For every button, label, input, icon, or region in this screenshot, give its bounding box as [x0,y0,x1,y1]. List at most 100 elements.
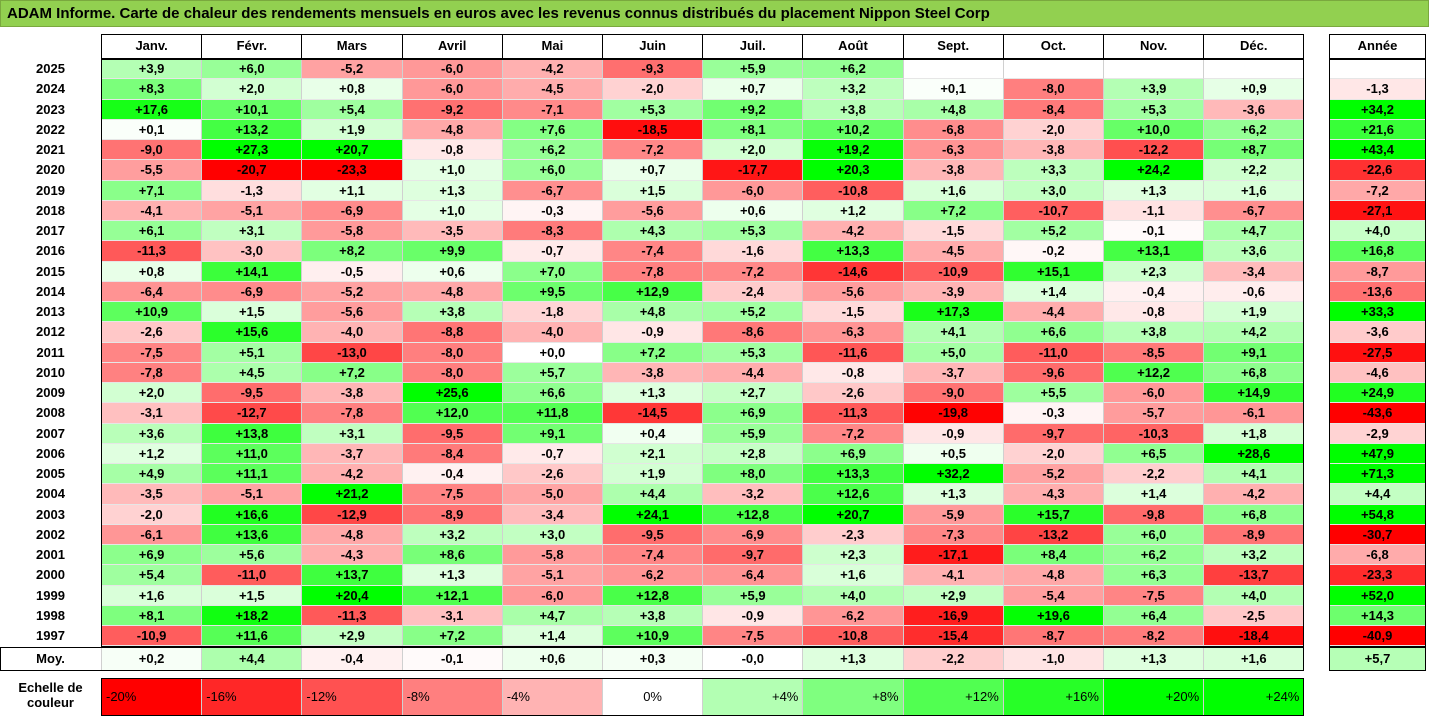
heatmap-cell: -6,2 [802,605,903,626]
heatmap-cell: +0,1 [902,79,1003,100]
heatmap-cell: +8,7 [1203,140,1304,161]
heatmap-cell: +4,0 [802,585,903,606]
heatmap-cell: -4,8 [1002,565,1103,586]
annual-cell: -13,6 [1329,281,1426,302]
heatmap-cell: -2,6 [802,383,903,404]
annual-cell: +21,6 [1329,119,1426,140]
heatmap-cell: +1,5 [201,302,302,323]
heatmap-cell: +20,3 [802,160,903,181]
heatmap-cell: -11,0 [201,565,302,586]
heatmap-cell: -7,4 [602,241,703,262]
heatmap-cell: +5,4 [301,99,402,120]
heatmap-cell: +2,3 [802,545,903,566]
heatmap-cell: +27,3 [201,140,302,161]
heatmap-cell: +11,1 [201,464,302,485]
heatmap-cell: -8,0 [1002,79,1103,100]
annual-cell: -27,1 [1329,200,1426,221]
average-cell: -0,4 [301,647,402,671]
heatmap-cell: -10,8 [802,180,903,201]
annual-cell: -8,7 [1329,261,1426,282]
heatmap-cell: +4,2 [1203,322,1304,343]
heatmap-cell: -23,3 [301,160,402,181]
heatmap-cell: +0,6 [401,261,502,282]
year-label: 2005 [36,466,65,481]
heatmap-cell: +5,3 [1103,99,1204,120]
month-header: Oct. [1002,34,1103,59]
heatmap-cell: +1,6 [902,180,1003,201]
heatmap-cell: -6,4 [702,565,803,586]
heatmap-cell: -11,0 [1002,342,1103,363]
year-label: 2012 [36,324,65,340]
heatmap-cell: +15,7 [1002,504,1103,525]
heatmap-cell: -3,1 [401,605,502,626]
heatmap-cell: -2,0 [1002,119,1103,140]
heatmap-cell: +13,3 [802,241,903,262]
heatmap-cell: -3,8 [902,160,1003,181]
heatmap-cell: +1,6 [802,565,903,586]
heatmap-cell: +5,5 [1002,383,1103,404]
heatmap-cell: -4,4 [1002,302,1103,323]
heatmap-cell: +8,0 [702,464,803,485]
heatmap-cell: -6,8 [902,119,1003,140]
heatmap-cell: +0,0 [501,342,602,363]
heatmap-cell: -9,2 [401,99,502,120]
heatmap-cell: -4,2 [1203,484,1304,505]
heatmap-cell: +12,2 [1103,362,1204,383]
heatmap-cell: -4,1 [101,200,202,221]
heatmap-cell: +4,8 [902,99,1003,120]
heatmap-cell: -0,3 [501,200,602,221]
heatmap-cell: +2,7 [702,383,803,404]
heatmap-cell: -8,5 [1103,342,1204,363]
year-label: 1997 [36,628,65,643]
heatmap-cell: +1,9 [1203,302,1304,323]
average-cell: +0,2 [101,647,202,671]
heatmap-cell: +7,1 [101,180,202,201]
heatmap-cell: +13,1 [1103,241,1204,262]
heatmap-cell: +4,9 [101,464,202,485]
heatmap-cell: -9,0 [902,383,1003,404]
heatmap-cell: -0,2 [1002,241,1103,262]
heatmap-cell: +1,4 [501,626,602,647]
heatmap-cell: +2,9 [902,585,1003,606]
heatmap-cell: +1,2 [802,200,903,221]
heatmap-cell: +6,2 [1103,545,1204,566]
scale-swatch: +16% [1002,678,1103,716]
average-annual-cell: +5,7 [1329,647,1426,671]
heatmap-cell: +2,2 [1203,160,1304,181]
annual-cell: -1,3 [1329,79,1426,100]
heatmap-cell: -13,0 [301,342,402,363]
heatmap-cell: -11,6 [802,342,903,363]
month-header: Mai [501,34,602,59]
heatmap-cell: +8,1 [101,605,202,626]
heatmap-cell: -1,5 [802,302,903,323]
heatmap-cell: +4,1 [902,322,1003,343]
heatmap-cell: -11,3 [301,605,402,626]
heatmap-cell: -1,3 [201,180,302,201]
heatmap-cell: -8,9 [401,504,502,525]
heatmap-cell: -15,4 [902,626,1003,647]
heatmap-cell: +6,8 [1203,504,1304,525]
annual-cell: -2,9 [1329,423,1426,444]
heatmap-cell: +18,2 [201,605,302,626]
scale-swatch: +20% [1103,678,1204,716]
heatmap-cell: -5,2 [301,59,402,80]
heatmap-cell: +12,1 [401,585,502,606]
annual-cell: +47,9 [1329,443,1426,464]
year-label: 2013 [36,304,65,319]
heatmap-cell: -8,8 [401,322,502,343]
heatmap-cell: +1,9 [301,119,402,140]
heatmap-cell: +6,1 [101,221,202,242]
heatmap-cell: +1,2 [101,443,202,464]
heatmap-cell: +1,6 [1203,180,1304,201]
annual-cell: -4,6 [1329,362,1426,383]
heatmap-cell: +6,2 [1203,119,1304,140]
heatmap-cell: +10,0 [1103,119,1204,140]
heatmap-cell: -6,3 [802,322,903,343]
heatmap-cell: -5,5 [101,160,202,181]
annual-cell: -23,3 [1329,565,1426,586]
heatmap-cell: +1,0 [401,200,502,221]
annual-cell: +14,3 [1329,605,1426,626]
heatmap-cell: +3,3 [1002,160,1103,181]
heatmap-cell: +11,8 [501,403,602,424]
heatmap-cell: -4,8 [301,524,402,545]
